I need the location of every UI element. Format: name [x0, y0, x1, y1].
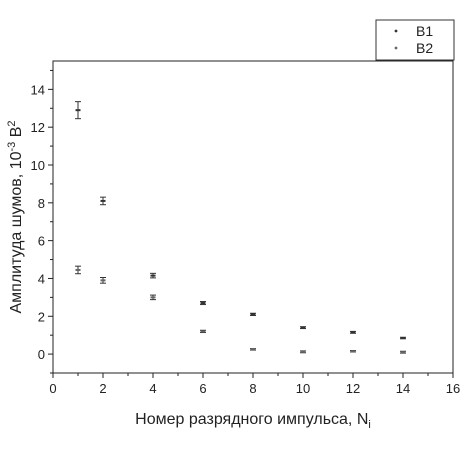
x-axis: 0 2 4 6 8 10 12 14 16: [49, 373, 460, 396]
legend-marker-b1: [394, 29, 398, 33]
point-marker: [200, 330, 206, 333]
x-tick-label: 8: [249, 381, 256, 396]
data-point-b2: [200, 329, 206, 334]
data-point-b2: [350, 349, 356, 353]
plot-area: [52, 60, 454, 374]
x-tick-label: 14: [396, 381, 410, 396]
y-tick-label: 6: [38, 234, 45, 249]
x-tick-label: 16: [446, 381, 460, 396]
data-point-b2: [100, 277, 106, 284]
legend-marker-b2: [394, 46, 398, 50]
data-point-b1: [350, 330, 356, 334]
x-tick-label: 10: [296, 381, 310, 396]
y-axis: 0 2 4 6 8 10 12 14: [31, 69, 53, 374]
y-tick-label: 8: [38, 196, 45, 211]
x-tick-label: 2: [99, 381, 106, 396]
point-marker: [150, 296, 156, 299]
data-point-b2: [300, 350, 306, 354]
y-tick-label: 10: [31, 158, 45, 173]
point-marker: [350, 350, 356, 353]
point-marker: [300, 350, 306, 353]
data-point-b1: [400, 336, 406, 340]
y-axis-title: Амплитуда шумов, 10-3 В2: [6, 120, 25, 313]
x-tick-label: 12: [346, 381, 360, 396]
data-point-b2: [75, 265, 81, 275]
point-marker: [75, 109, 81, 112]
x-tick-label: 4: [149, 381, 156, 396]
legend-label-b2: B2: [416, 40, 433, 56]
point-marker: [100, 199, 106, 202]
y-tick-label: 4: [38, 271, 45, 286]
x-tick-label: 0: [49, 381, 56, 396]
point-marker: [100, 279, 106, 282]
data-point-b1: [250, 312, 256, 317]
y-tick-label: 2: [38, 309, 45, 324]
point-marker: [250, 313, 256, 316]
data-point-b1: [100, 196, 106, 206]
point-marker: [400, 337, 406, 340]
x-tick-label: 6: [199, 381, 206, 396]
x-axis-title: Номер разрядного импульса, Ni: [135, 411, 371, 431]
point-marker: [200, 302, 206, 305]
y-tick-label: 0: [38, 347, 45, 362]
point-marker: [400, 351, 406, 354]
data-point-b1: [200, 301, 206, 306]
legend-box: [375, 19, 455, 61]
data-point-b1: [150, 272, 156, 279]
legend-label-b1: B1: [416, 23, 433, 39]
data-points: [75, 101, 406, 354]
data-point-b2: [250, 348, 256, 351]
point-marker: [250, 348, 256, 351]
point-marker: [150, 274, 156, 277]
y-tick-label: 12: [31, 120, 45, 135]
data-point-b1: [300, 326, 306, 330]
point-marker: [350, 331, 356, 334]
y-tick-label: 14: [31, 82, 45, 97]
data-point-b2: [150, 294, 156, 301]
point-marker: [300, 326, 306, 329]
data-point-b1: [75, 101, 81, 120]
point-marker: [75, 268, 81, 271]
data-point-b2: [400, 350, 406, 354]
legend: B1 B2: [375, 19, 455, 61]
